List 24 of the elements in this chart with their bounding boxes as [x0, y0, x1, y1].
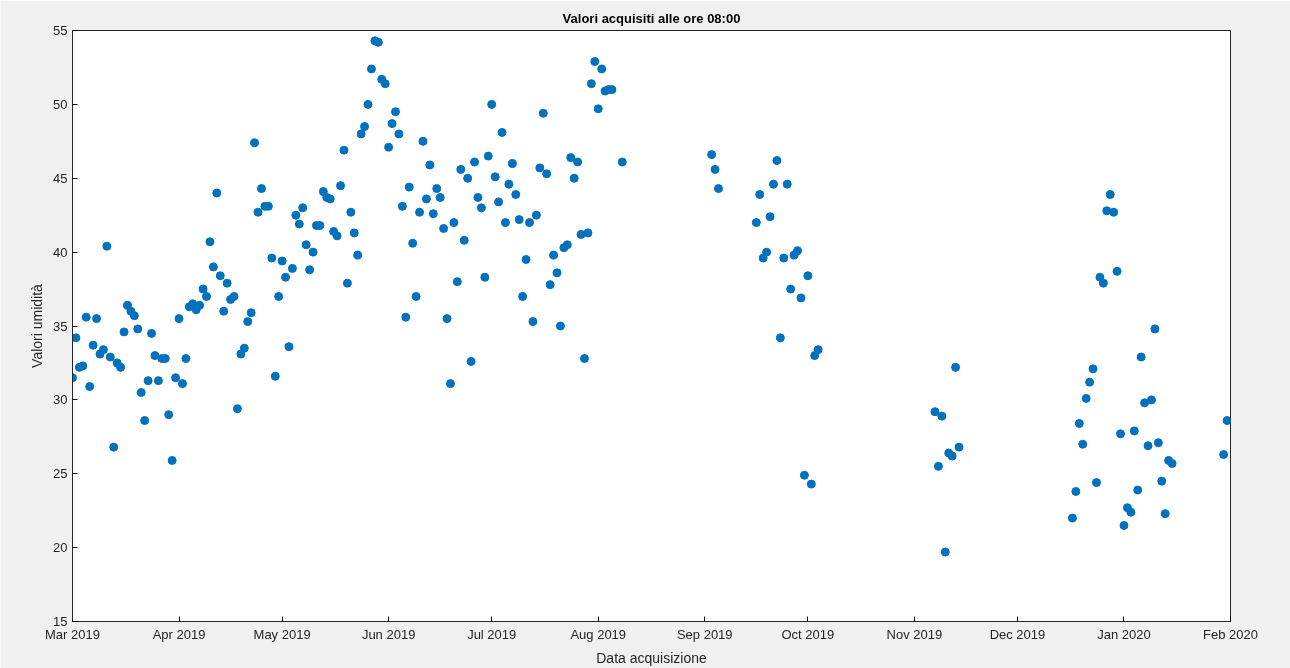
x-tick-label: Nov 2019 [886, 626, 943, 642]
x-tick-label: Jan 2020 [1097, 626, 1151, 642]
x-tick-label: Jul 2019 [467, 626, 517, 642]
x-tick-label: Sep 2019 [676, 626, 733, 642]
x-tick-label: May 2019 [253, 626, 311, 642]
x-tick-label: Dec 2019 [989, 626, 1046, 642]
x-tick-label: Mar 2019 [45, 626, 100, 642]
y-tick-label: 15 [53, 614, 68, 629]
y-tick-label: 30 [53, 392, 68, 408]
x-tick-label: Oct 2019 [781, 626, 835, 642]
y-tick-label: 35 [53, 318, 68, 334]
y-axis-title: Valori umidità [29, 283, 46, 368]
y-tick-label: 55 [53, 23, 68, 38]
y-tick-label: 50 [53, 96, 68, 112]
chart-title: Valori acquisiti alle ore 08:00 [562, 10, 741, 26]
x-tick-label: Jun 2019 [361, 626, 416, 642]
x-tick-label: Apr 2019 [152, 626, 206, 642]
y-tick-label: 40 [53, 244, 68, 260]
x-axis-title: Data acquisizione [596, 649, 707, 666]
x-tick-label: Aug 2019 [570, 626, 627, 642]
y-tick-label: 25 [53, 466, 68, 482]
y-tick-label: 20 [53, 540, 68, 556]
x-tick-label: Feb 2020 [1203, 626, 1258, 642]
y-tick-label: 45 [53, 170, 68, 186]
